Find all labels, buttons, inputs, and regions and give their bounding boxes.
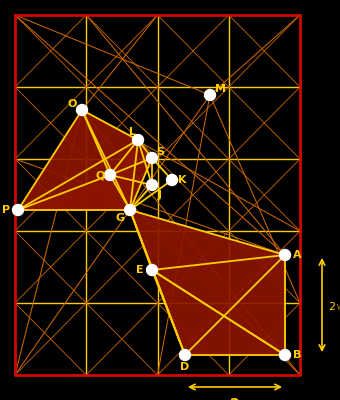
Text: Q: Q bbox=[95, 170, 105, 180]
Text: B: B bbox=[293, 350, 301, 360]
Text: K: K bbox=[178, 175, 186, 185]
Polygon shape bbox=[152, 255, 285, 355]
Text: J: J bbox=[158, 190, 162, 200]
Circle shape bbox=[204, 90, 216, 100]
Text: P: P bbox=[2, 205, 10, 215]
Text: G: G bbox=[116, 213, 124, 223]
Text: $2\sqrt{2}$: $2\sqrt{2}$ bbox=[328, 297, 340, 313]
Polygon shape bbox=[82, 110, 130, 210]
Circle shape bbox=[13, 204, 23, 216]
Circle shape bbox=[167, 174, 177, 186]
Text: O: O bbox=[67, 99, 77, 109]
Circle shape bbox=[279, 350, 290, 360]
Polygon shape bbox=[130, 210, 285, 270]
Circle shape bbox=[147, 180, 157, 190]
Text: S: S bbox=[156, 147, 164, 157]
Circle shape bbox=[180, 350, 190, 360]
Circle shape bbox=[147, 152, 157, 164]
Polygon shape bbox=[18, 175, 130, 210]
Text: L: L bbox=[129, 127, 136, 137]
Circle shape bbox=[76, 104, 87, 116]
Polygon shape bbox=[18, 110, 138, 210]
Text: E: E bbox=[136, 265, 144, 275]
Circle shape bbox=[133, 134, 143, 146]
Circle shape bbox=[104, 170, 116, 180]
Circle shape bbox=[124, 204, 136, 216]
Text: M: M bbox=[215, 84, 225, 94]
Circle shape bbox=[147, 264, 157, 276]
Polygon shape bbox=[130, 140, 152, 210]
Text: 2: 2 bbox=[230, 397, 240, 400]
Text: D: D bbox=[181, 362, 190, 372]
Text: A: A bbox=[293, 250, 301, 260]
Polygon shape bbox=[110, 140, 138, 210]
Circle shape bbox=[279, 250, 290, 260]
Polygon shape bbox=[130, 210, 185, 355]
